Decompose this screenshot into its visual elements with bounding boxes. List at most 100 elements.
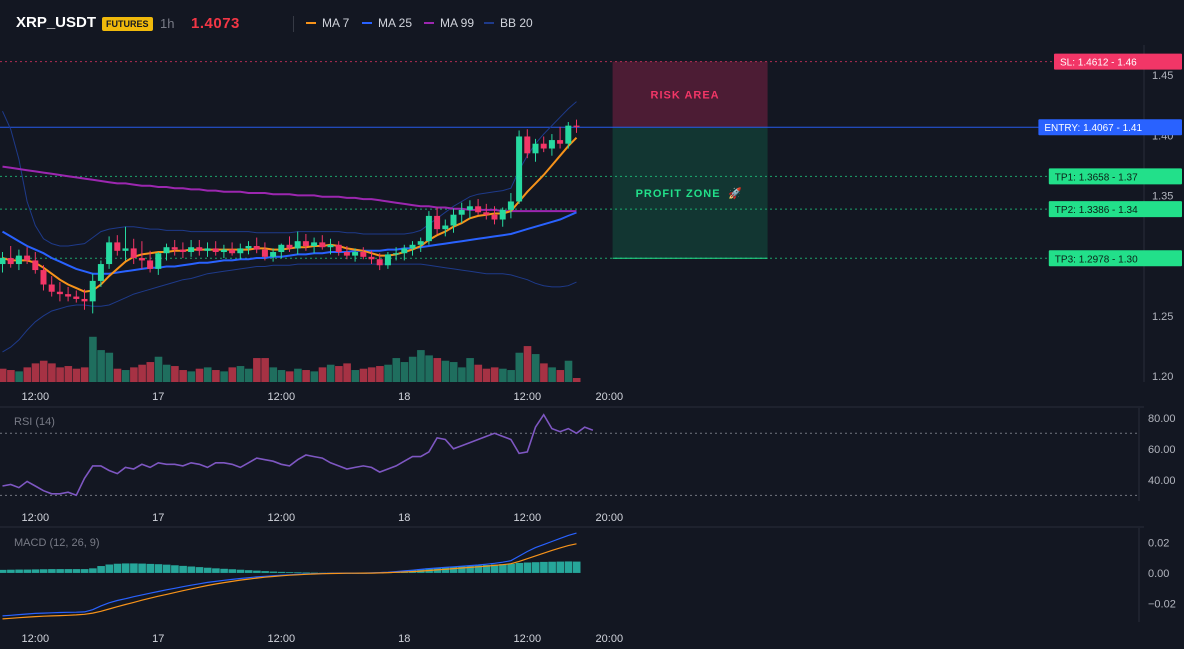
volume-bar: [0, 368, 7, 382]
volume-bar: [179, 370, 187, 382]
macd-histogram-bar: [548, 561, 556, 573]
time-axis-label: 12:00: [22, 391, 50, 403]
volume-bar: [564, 360, 573, 382]
volume-bar: [187, 371, 196, 382]
level-tag-0[interactable]: [1054, 53, 1182, 70]
macd-histogram-bar: [56, 569, 64, 573]
candle-body: [393, 253, 400, 255]
candle-body: [417, 241, 424, 245]
macd-histogram-bar: [162, 564, 171, 573]
price-tick-label: 1.45: [1152, 70, 1173, 82]
volume-bar: [285, 371, 294, 382]
macd-histogram-bar: [203, 567, 212, 573]
candle-body: [466, 206, 473, 210]
time-axis-label: 17: [152, 512, 164, 524]
volume-bar: [48, 363, 56, 382]
macd-histogram-bar: [23, 569, 32, 573]
candle-body: [442, 225, 449, 230]
legend-ma99[interactable]: MA 99: [424, 16, 474, 30]
volume-bar: [253, 358, 261, 382]
candle-body: [516, 136, 523, 202]
candle-body: [15, 255, 22, 265]
volume-bar: [531, 354, 540, 382]
level-tag-2[interactable]: [1048, 168, 1182, 185]
header-divider: [293, 16, 294, 32]
volume-bar: [310, 371, 319, 382]
candle-body: [81, 298, 88, 302]
volume-bar: [523, 346, 532, 382]
candle-body: [286, 244, 293, 249]
candle-body: [130, 248, 137, 259]
macd-histogram-bar: [458, 566, 466, 573]
time-axis-label: 20:00: [596, 391, 624, 403]
macd-histogram-bar: [97, 566, 105, 573]
macd-histogram-bar: [466, 565, 474, 573]
macd-histogram-bar: [572, 561, 581, 573]
macd-histogram-bar: [261, 571, 269, 573]
level-tag-1[interactable]: [1038, 119, 1182, 136]
candle-body: [188, 247, 195, 253]
macd-title: MACD (12, 26, 9): [14, 537, 100, 549]
time-axis-label: 17: [152, 391, 164, 403]
chart-header: XRP_USDT FUTURES 1h 1.4073 MA 7 MA 25 MA…: [0, 0, 1184, 46]
volume-bar: [499, 368, 507, 382]
legend-ma7[interactable]: MA 7: [306, 16, 349, 30]
ma7-line: [2, 137, 578, 293]
time-axis-label: 12:00: [22, 633, 50, 645]
macd-histogram-bar: [474, 565, 483, 573]
risk-area-zone[interactable]: [612, 61, 768, 128]
macd-histogram-bar: [31, 569, 40, 573]
candle-body: [245, 245, 252, 249]
candle-body: [65, 294, 72, 297]
time-axis-label: 20:00: [596, 633, 624, 645]
profit-zone[interactable]: [612, 127, 768, 259]
volume-bar: [302, 370, 310, 382]
macd-histogram-bar: [285, 572, 294, 573]
macd-histogram-bar: [146, 563, 155, 573]
candle-body: [548, 140, 555, 149]
candle-body: [294, 241, 301, 249]
timeframe-selector[interactable]: 1h: [160, 16, 175, 31]
legend-ma25[interactable]: MA 25: [362, 16, 412, 30]
level-tag-text-1: ENTRY: 1.4067 - 1.41: [1044, 123, 1142, 134]
volume-bar: [425, 355, 433, 382]
volume-bar: [441, 360, 450, 382]
volume-bar: [548, 367, 556, 382]
bb-lower-line: [2, 263, 577, 353]
macd-histogram-bar: [523, 562, 532, 573]
level-tag-text-3: TP2: 1.3386 - 1.34: [1055, 205, 1138, 216]
volume-bar: [171, 366, 179, 382]
macd-histogram-bar: [540, 561, 548, 573]
time-axis-label: 18: [398, 633, 410, 645]
time-axis-label: 12:00: [514, 391, 542, 403]
candle-body: [352, 252, 359, 256]
candle-body: [376, 259, 383, 266]
symbol-label[interactable]: XRP_USDT: [16, 14, 97, 31]
futures-badge: FUTURES: [102, 17, 153, 31]
volume-bar: [433, 358, 442, 382]
macd-histogram-bar: [294, 572, 302, 574]
volume-bar: [343, 363, 351, 382]
level-tag-4[interactable]: [1048, 250, 1182, 267]
volume-bar: [236, 366, 245, 382]
volume-bar: [326, 364, 335, 382]
legend-bb20[interactable]: BB 20: [484, 16, 533, 30]
volume-bar: [449, 362, 458, 382]
level-tag-3[interactable]: [1048, 201, 1182, 218]
macd-histogram-bar: [15, 569, 23, 573]
candle-body: [319, 242, 326, 248]
profit-zone-label: PROFIT ZONE: [636, 188, 721, 200]
volume-bar: [277, 370, 286, 382]
volume-bar: [80, 367, 89, 382]
time-axis-label: 12:00: [514, 512, 542, 524]
time-axis-label: 12:00: [268, 512, 296, 524]
candle-body: [458, 209, 465, 215]
macd-histogram-bar: [105, 564, 114, 573]
macd-histogram-bar: [564, 561, 573, 573]
volume-bar: [162, 364, 171, 382]
candle-body: [270, 252, 277, 257]
candle-body: [311, 242, 318, 246]
macd-histogram-bar: [515, 562, 524, 573]
risk-area-label: RISK AREA: [651, 90, 720, 102]
